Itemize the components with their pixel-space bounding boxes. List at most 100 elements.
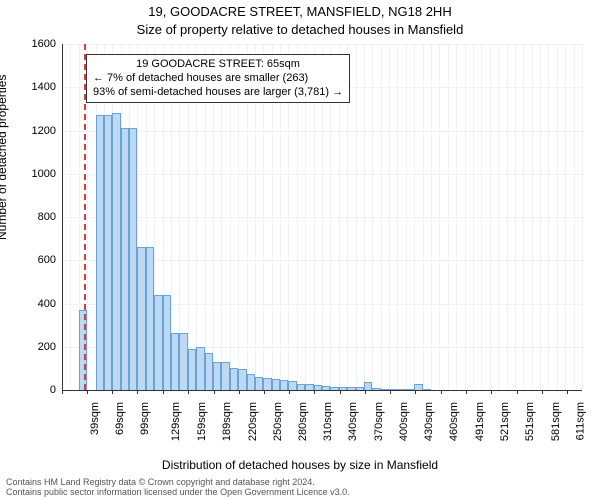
gridline-vertical	[557, 44, 558, 390]
histogram-bar	[146, 247, 154, 390]
footer-line1: Contains HM Land Registry data © Crown c…	[6, 477, 315, 487]
annotation-line: ← 7% of detached houses are smaller (263…	[93, 72, 343, 86]
gridline-vertical	[507, 44, 508, 390]
histogram-bar	[188, 349, 196, 390]
gridline-vertical	[397, 44, 398, 390]
gridline-vertical	[548, 44, 549, 390]
x-tick-label: 250sqm	[272, 402, 284, 441]
gridline-vertical	[70, 44, 71, 390]
y-axis-label: Number of detached properties	[0, 75, 9, 240]
gridline-vertical	[364, 44, 365, 390]
x-tick-label: 39sqm	[89, 402, 101, 435]
gridline-vertical	[574, 44, 575, 390]
x-tick-label: 340sqm	[348, 402, 360, 441]
gridline-vertical	[431, 44, 432, 390]
histogram-bar	[263, 378, 271, 390]
gridline-vertical	[423, 44, 424, 390]
gridline-vertical	[356, 44, 357, 390]
gridline-vertical	[523, 44, 524, 390]
x-tick-label: 551sqm	[525, 402, 537, 441]
x-tick-label: 521sqm	[499, 402, 511, 441]
x-tick-mark	[264, 390, 265, 394]
gridline-vertical	[498, 44, 499, 390]
x-tick-label: 611sqm	[574, 402, 586, 440]
gridline-vertical	[540, 44, 541, 390]
x-tick-mark	[390, 390, 391, 394]
histogram-bar	[137, 247, 145, 390]
chart-container: 19, GOODACRE STREET, MANSFIELD, NG18 2HH…	[0, 0, 600, 500]
gridline-vertical	[448, 44, 449, 390]
x-tick-mark	[62, 390, 63, 394]
x-tick-mark	[365, 390, 366, 394]
x-tick-mark	[87, 390, 88, 394]
gridline-vertical	[565, 44, 566, 390]
x-tick-label: 189sqm	[221, 402, 233, 441]
x-axis-line	[62, 390, 582, 391]
x-tick-label: 129sqm	[171, 402, 183, 441]
gridline-vertical	[372, 44, 373, 390]
footer-line2: Contains public sector information licen…	[6, 487, 350, 497]
x-tick-mark	[517, 390, 518, 394]
x-tick-label: 69sqm	[114, 402, 126, 435]
histogram-bar	[230, 368, 238, 390]
gridline-vertical	[406, 44, 407, 390]
histogram-bar	[196, 347, 204, 390]
x-tick-label: 581sqm	[550, 402, 562, 441]
gridline-vertical	[473, 44, 474, 390]
gridline-vertical	[414, 44, 415, 390]
histogram-bar	[171, 333, 179, 390]
chart-title-line2: Size of property relative to detached ho…	[0, 22, 600, 37]
x-tick-label: 370sqm	[373, 402, 385, 441]
y-axis-line	[62, 44, 63, 390]
x-tick-label: 460sqm	[448, 402, 460, 441]
y-tick-label: 200	[16, 341, 56, 353]
x-tick-label: 159sqm	[196, 402, 208, 441]
gridline-vertical	[532, 44, 533, 390]
histogram-bar	[247, 374, 255, 390]
histogram-bar	[364, 382, 372, 390]
histogram-bar	[112, 113, 120, 390]
y-tick-label: 400	[16, 298, 56, 310]
histogram-bar	[104, 115, 112, 390]
y-tick-label: 800	[16, 211, 56, 223]
y-tick-label: 1200	[16, 125, 56, 137]
gridline-vertical	[515, 44, 516, 390]
x-tick-label: 280sqm	[297, 402, 309, 441]
x-tick-label: 220sqm	[247, 402, 259, 441]
x-tick-mark	[289, 390, 290, 394]
x-axis-label: Distribution of detached houses by size …	[0, 458, 600, 472]
gridline-vertical	[389, 44, 390, 390]
gridline-vertical	[481, 44, 482, 390]
histogram-bar	[288, 381, 296, 390]
y-tick-label: 600	[16, 254, 56, 266]
gridline-vertical	[465, 44, 466, 390]
histogram-bar	[179, 333, 187, 390]
histogram-bar	[238, 369, 246, 390]
x-tick-mark	[491, 390, 492, 394]
annotation-box: 19 GOODACRE STREET: 65sqm← 7% of detache…	[86, 54, 350, 103]
histogram-bar	[213, 362, 221, 390]
y-tick-label: 1600	[16, 38, 56, 50]
x-tick-mark	[163, 390, 164, 394]
histogram-bar	[221, 362, 229, 390]
footer-attribution: Contains HM Land Registry data © Crown c…	[6, 478, 594, 498]
gridline-vertical	[439, 44, 440, 390]
gridline-vertical	[582, 44, 583, 390]
histogram-bar	[121, 128, 129, 390]
gridline-vertical	[381, 44, 382, 390]
chart-title-line1: 19, GOODACRE STREET, MANSFIELD, NG18 2HH	[0, 4, 600, 19]
x-tick-mark	[188, 390, 189, 394]
histogram-bar	[96, 115, 104, 390]
x-tick-mark	[214, 390, 215, 394]
x-tick-mark	[466, 390, 467, 394]
annotation-line: 93% of semi-detached houses are larger (…	[93, 86, 343, 100]
x-tick-label: 430sqm	[423, 402, 435, 441]
x-tick-label: 491sqm	[474, 402, 486, 441]
x-tick-mark	[239, 390, 240, 394]
histogram-bar	[205, 353, 213, 390]
y-tick-label: 1000	[16, 168, 56, 180]
x-tick-mark	[112, 390, 113, 394]
histogram-bar	[154, 295, 162, 390]
annotation-line: 19 GOODACRE STREET: 65sqm	[93, 58, 343, 72]
x-tick-mark	[137, 390, 138, 394]
